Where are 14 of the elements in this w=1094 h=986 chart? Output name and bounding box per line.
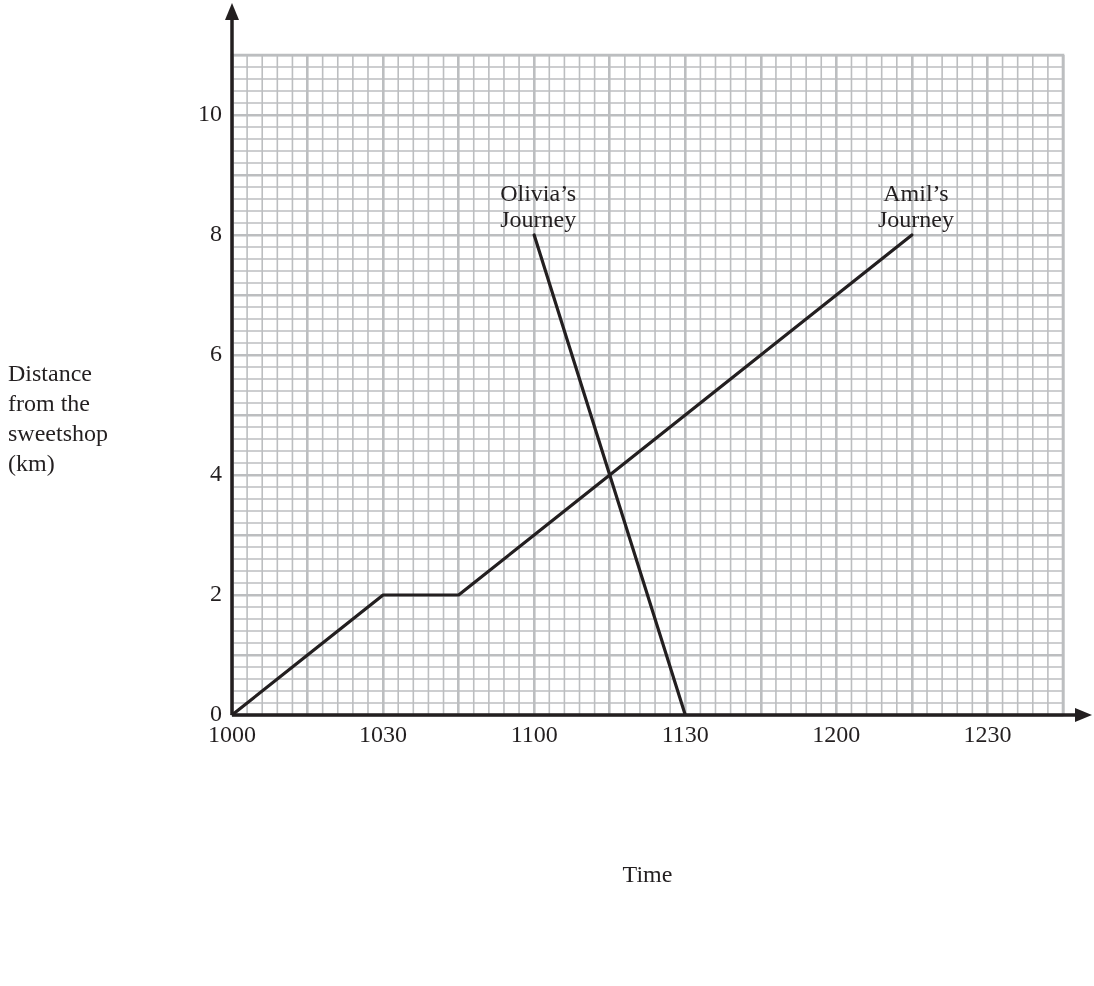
y-tick-label: 4 [210, 460, 222, 487]
x-axis-title: Time [622, 861, 673, 887]
y-tick-label: 2 [210, 580, 222, 607]
y-tick-label: 6 [210, 340, 222, 367]
y-axis-title: Distance from the sweetshop (km) [8, 359, 109, 478]
x-tick-label: 1100 [510, 720, 558, 747]
series-label: Olivia’s Journey [500, 180, 577, 232]
y-tick-label: 10 [198, 100, 222, 127]
series-label: Amil’s Journey [877, 180, 954, 232]
x-tick-label: 1230 [963, 720, 1012, 747]
y-tick-label: 8 [210, 220, 222, 247]
x-tick-label: 1130 [661, 720, 709, 747]
x-tick-label: 1030 [359, 720, 408, 747]
x-tick-label: 1200 [812, 720, 861, 747]
